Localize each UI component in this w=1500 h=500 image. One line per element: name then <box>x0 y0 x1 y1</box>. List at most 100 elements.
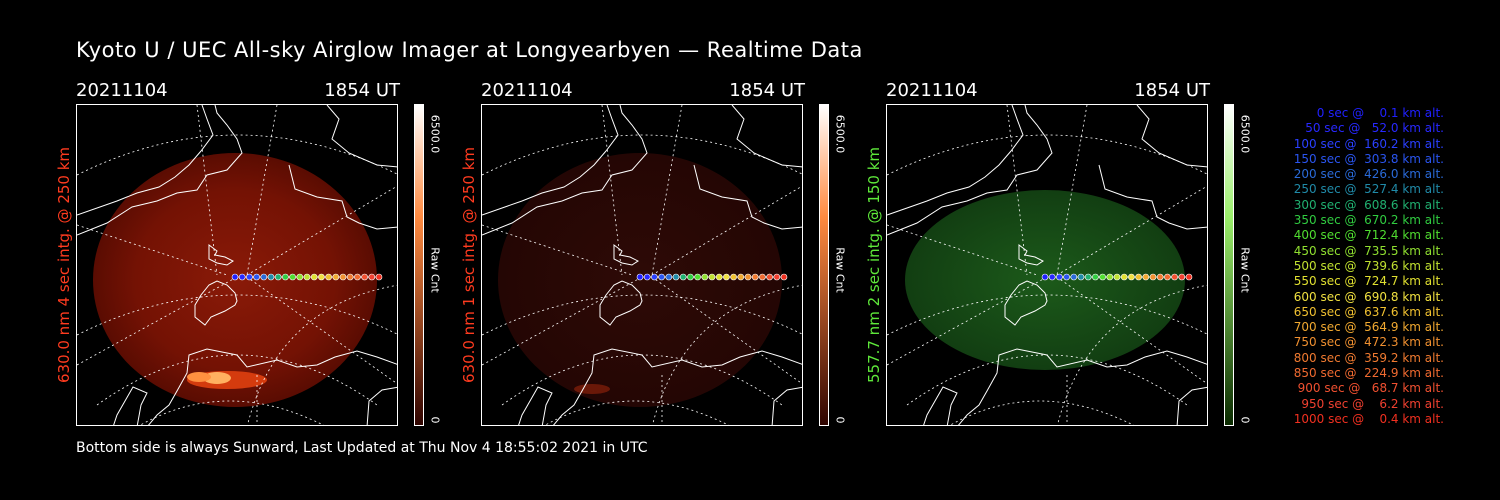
trajectory-dot <box>332 273 340 281</box>
trajectory-dot <box>651 273 658 281</box>
trajectory-dot <box>780 273 788 281</box>
legend-row: 950 sec @ 6.2 km alt. <box>1301 396 1444 411</box>
svalbard-outline <box>1004 244 1048 326</box>
trajectory-dot <box>1113 273 1121 281</box>
legend-row: 450 sec @ 735.5 km alt. <box>1293 243 1444 258</box>
legend-row: 700 sec @ 564.9 km alt. <box>1293 320 1444 335</box>
trajectory-dot <box>310 273 318 281</box>
legend-row: 150 sec @ 303.8 km alt. <box>1293 151 1444 166</box>
trajectory-dot <box>737 273 745 281</box>
trajectory-dot <box>1041 273 1049 281</box>
legend-row: 1000 sec @ 0.4 km alt. <box>1293 411 1444 426</box>
colorbar-max-label: 6500.0 <box>833 114 847 154</box>
colorbar-max-label: 6500.0 <box>1238 114 1252 154</box>
trajectory-dot <box>1142 273 1150 281</box>
allsky-image <box>76 104 398 426</box>
legend-row: 0 sec @ 0.1 km alt. <box>1316 106 1444 120</box>
trajectory-dot <box>701 273 709 281</box>
trajectory-dot <box>1099 273 1106 281</box>
colorbar <box>819 104 829 426</box>
trajectory-dot <box>246 273 253 281</box>
trajectory-dot <box>766 273 773 281</box>
panel-date: 20211104 <box>76 80 168 101</box>
legend-row: 350 sec @ 670.2 km alt. <box>1293 213 1444 228</box>
trajectory-dot <box>1120 273 1128 281</box>
airglow-panel-2: 20211104 1854 UT 630.0 nm 1 sec intg. @ 25… <box>460 80 871 430</box>
trajectory-dot <box>1156 273 1164 281</box>
trajectory-dot <box>1164 273 1171 281</box>
trajectory-dot <box>238 273 246 281</box>
legend-row: 400 sec @ 712.4 km alt. <box>1293 228 1444 243</box>
colorbar-unit-label: Raw Cnt <box>428 247 442 293</box>
trajectory-dot <box>231 273 239 281</box>
legend-row: 250 sec @ 527.4 km alt. <box>1293 182 1444 197</box>
trajectory-dot <box>1056 273 1063 281</box>
panel-time: 1854 UT <box>729 80 805 101</box>
trajectory-dot <box>368 273 376 281</box>
trajectory-dot <box>1128 273 1135 281</box>
trajectory-dot <box>1149 273 1157 281</box>
trajectory-dot <box>1171 273 1178 281</box>
legend-row: 550 sec @ 724.7 km alt. <box>1293 274 1444 289</box>
legend-row: 850 sec @ 224.9 km alt. <box>1293 366 1444 381</box>
colorbar-unit-label: Raw Cnt <box>833 247 847 293</box>
trajectory-dot <box>679 273 687 281</box>
trajectory-dot <box>303 273 311 281</box>
trajectory-dot <box>1048 273 1056 281</box>
trajectory-dot <box>751 273 759 281</box>
trajectory-dot <box>1077 273 1085 281</box>
trajectory-dot <box>665 273 673 281</box>
trajectory-dot <box>282 273 289 281</box>
panel-wavelength-label: 630.0 nm 4 sec intg. @ 250 km <box>55 146 73 384</box>
trajectory-dot <box>643 273 651 281</box>
coastline <box>482 105 802 425</box>
svalbard-outline <box>599 244 643 326</box>
trajectory-dot <box>260 273 268 281</box>
trajectory-dot <box>723 273 730 281</box>
trajectory-dot <box>289 273 296 281</box>
trajectory-dot <box>773 273 781 281</box>
colorbar-max-label: 6500.0 <box>428 114 442 154</box>
page-title: Kyoto U / UEC All-sky Airglow Imager at … <box>76 38 863 62</box>
svalbard-outline <box>194 244 238 326</box>
legend-row: 650 sec @ 637.6 km alt. <box>1293 304 1444 319</box>
legend-row: 50 sec @ 52.0 km alt. <box>1305 121 1444 136</box>
trajectory-dot <box>708 273 716 281</box>
trajectory-dot <box>1106 273 1114 281</box>
trajectory-dot <box>354 273 361 281</box>
trajectory-dot <box>1178 273 1186 281</box>
legend-row: 750 sec @ 472.3 km alt. <box>1293 335 1444 350</box>
panel-time: 1854 UT <box>324 80 400 101</box>
coastline <box>77 105 397 425</box>
trajectory-dot <box>253 273 260 281</box>
colorbar <box>1224 104 1234 426</box>
trajectory-dot <box>361 273 368 281</box>
legend-row: 300 sec @ 608.6 km alt. <box>1293 197 1444 212</box>
colorbar-min-label: 0 <box>428 416 442 424</box>
colorbar <box>414 104 424 426</box>
colorbar-unit-label: Raw Cnt <box>1238 247 1252 293</box>
legend-row: 500 sec @ 739.6 km alt. <box>1293 258 1444 273</box>
trajectory-dot <box>375 273 383 281</box>
trajectory-dot <box>672 273 680 281</box>
panel-date: 20211104 <box>481 80 573 101</box>
trajectory-dot <box>730 273 737 281</box>
trajectory-dot <box>694 273 701 281</box>
allsky-image <box>481 104 803 426</box>
footer-status: Bottom side is always Sunward, Last Upda… <box>76 440 648 456</box>
trajectory-dot <box>1070 273 1078 281</box>
panel-time: 1854 UT <box>1134 80 1210 101</box>
trajectory-dot <box>1063 273 1070 281</box>
trajectory-dot <box>274 273 282 281</box>
airglow-panel-3: 20211104 1854 UT 557.7 nm 2 sec intg. @ 15… <box>865 80 1276 430</box>
trajectory-dot <box>346 273 354 281</box>
trajectory-dot <box>759 273 766 281</box>
trajectory-legend: 0 sec @ 0.1 km alt. 50 sec @ 52.0 km alt.… <box>1262 106 1444 427</box>
airglow-panel-1: 20211104 1854 UT 630.0 nm 4 sec intg. @ 25… <box>55 80 466 430</box>
trajectory-dot <box>296 273 304 281</box>
panel-date: 20211104 <box>886 80 978 101</box>
panel-wavelength-label: 630.0 nm 1 sec intg. @ 250 km <box>460 146 478 384</box>
legend-row: 600 sec @ 690.8 km alt. <box>1293 289 1444 304</box>
trajectory-dot <box>1092 273 1099 281</box>
coastline <box>887 105 1207 425</box>
